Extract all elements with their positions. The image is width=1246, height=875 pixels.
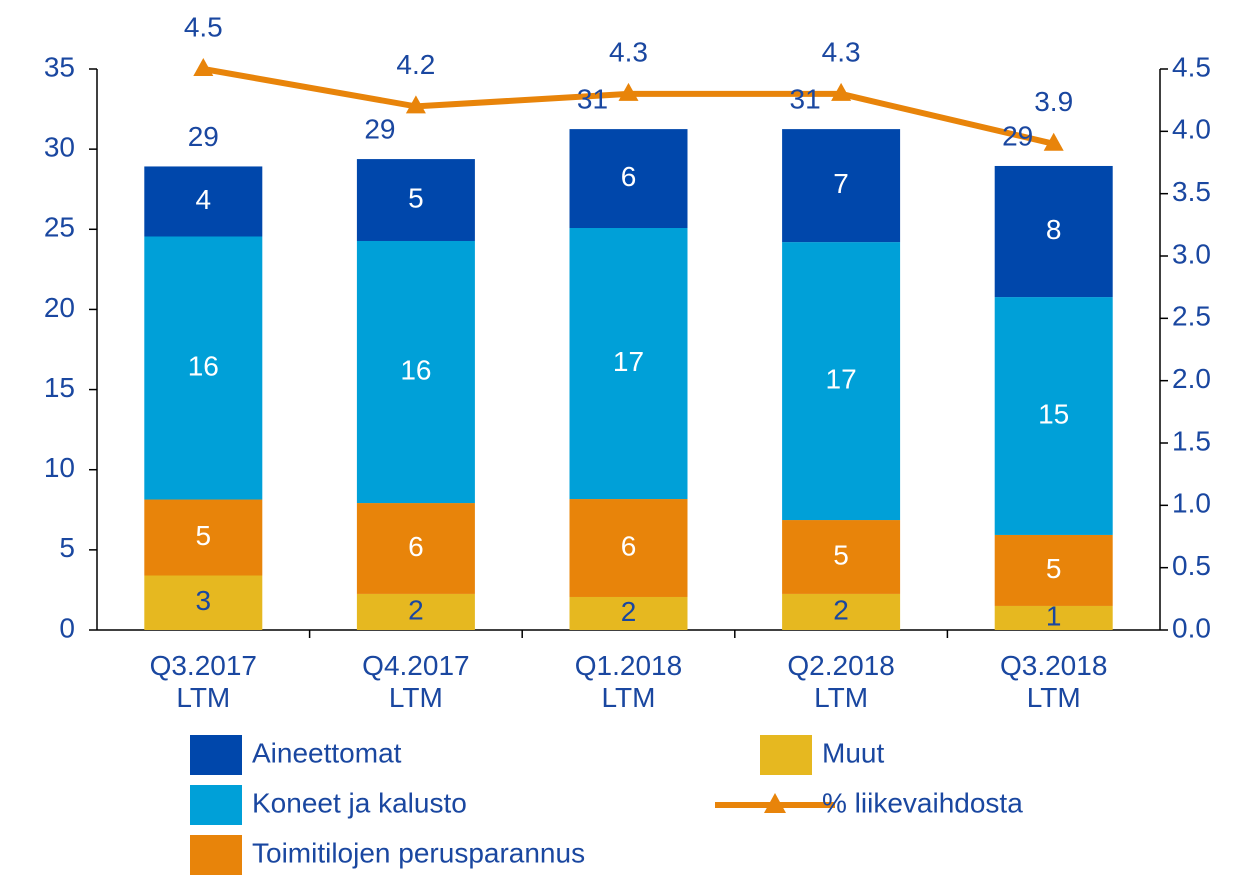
- line-marker: [193, 58, 214, 76]
- legend-label: % liikevaihdosta: [822, 787, 1023, 818]
- data-label: 5: [1046, 553, 1062, 584]
- line-marker: [618, 82, 639, 101]
- bar-segment: [144, 575, 263, 630]
- y-tick-label: 25: [44, 212, 75, 243]
- data-label: 1: [1046, 600, 1062, 631]
- bar-segment: [569, 129, 688, 229]
- bar-segment: [782, 242, 901, 521]
- data-label: 6: [621, 530, 637, 561]
- bar-segment: [569, 499, 688, 597]
- y2-tick-label: 1.5: [1172, 425, 1211, 456]
- data-label: 2: [408, 594, 424, 625]
- x-tick-label: Q3.2017 LTM: [149, 650, 257, 713]
- bar-segment: [144, 499, 263, 576]
- total-label: 31: [790, 83, 821, 114]
- data-label: 17: [613, 346, 644, 377]
- legend-swatch: [760, 735, 812, 775]
- x-tick-label: Q4.2017 LTM: [362, 650, 470, 713]
- bar-segment: [994, 605, 1113, 630]
- legend-label: Toimitilojen perusparannus: [252, 837, 585, 868]
- y2-tick-label: 4.0: [1172, 114, 1211, 145]
- data-label: 5: [196, 520, 212, 551]
- y-tick-label: 10: [44, 452, 75, 483]
- y-tick-label: 15: [44, 372, 75, 403]
- x-tick-label: Q1.2018 LTM: [574, 650, 683, 713]
- y2-tick-label: 1.0: [1172, 488, 1211, 519]
- y2-tick-label: 3.5: [1172, 176, 1211, 207]
- total-label: 31: [577, 83, 608, 114]
- bar-segment: [356, 503, 475, 594]
- data-label: 7: [833, 168, 849, 199]
- legend-swatch: [190, 785, 242, 825]
- line-marker: [1043, 132, 1064, 151]
- data-label: 6: [408, 531, 424, 562]
- line-label: 4.5: [184, 11, 223, 42]
- y-tick-label: 20: [44, 292, 75, 323]
- data-label: 8: [1046, 214, 1062, 245]
- y2-tick-label: 2.0: [1172, 363, 1211, 394]
- data-label: 6: [621, 161, 637, 192]
- bar-segment: [569, 228, 688, 500]
- legend-label: Muut: [822, 737, 884, 768]
- x-tick-label: Q3.2018 LTM: [999, 650, 1108, 713]
- line-marker: [405, 95, 426, 114]
- y2-tick-label: 0.0: [1172, 612, 1211, 643]
- bar-segment: [144, 166, 263, 237]
- bar-segment: [569, 596, 688, 630]
- data-label: 2: [833, 594, 849, 625]
- legend-label: Aineettomat: [252, 737, 402, 768]
- legend-marker: [764, 793, 786, 813]
- legend-swatch: [190, 835, 242, 875]
- line-label: 4.3: [609, 36, 648, 67]
- y-tick-label: 5: [59, 532, 75, 563]
- total-label: 29: [364, 113, 395, 144]
- data-label: 16: [188, 350, 219, 381]
- y-tick-label: 0: [59, 612, 75, 643]
- x-tick-label: Q2.2018 LTM: [787, 650, 895, 713]
- bar-segment: [144, 236, 263, 500]
- data-label: 2: [621, 596, 637, 627]
- y2-tick-label: 2.5: [1172, 301, 1211, 332]
- bar-segment: [782, 129, 901, 243]
- line-marker: [831, 82, 852, 101]
- bar-segment: [994, 165, 1113, 298]
- line-label: 3.9: [1034, 86, 1073, 117]
- bar-segment: [356, 593, 475, 630]
- data-label: 17: [826, 363, 857, 394]
- y-tick-label: 35: [44, 51, 75, 82]
- data-label: 4: [196, 184, 212, 215]
- line-label: 4.2: [396, 49, 435, 80]
- data-label: 5: [833, 539, 849, 570]
- total-label: 29: [188, 121, 219, 152]
- data-label: 5: [408, 182, 424, 213]
- bar-segment: [356, 240, 475, 504]
- bar-segment: [994, 534, 1113, 606]
- y2-tick-label: 0.5: [1172, 550, 1211, 581]
- bar-segment: [994, 297, 1113, 535]
- bar-segment: [782, 593, 901, 630]
- line-label: 4.3: [822, 36, 861, 67]
- bar-segment: [782, 520, 901, 594]
- total-label: 29: [1002, 120, 1033, 151]
- legend-label: Koneet ja kalusto: [252, 787, 467, 818]
- data-label: 16: [400, 354, 431, 385]
- bar-segment: [356, 159, 475, 241]
- legend-swatch: [190, 735, 242, 775]
- data-label: 15: [1038, 398, 1069, 429]
- y2-tick-label: 4.5: [1172, 51, 1211, 82]
- y2-tick-label: 3.0: [1172, 238, 1211, 269]
- data-label: 3: [196, 585, 212, 616]
- y-tick-label: 30: [44, 132, 75, 163]
